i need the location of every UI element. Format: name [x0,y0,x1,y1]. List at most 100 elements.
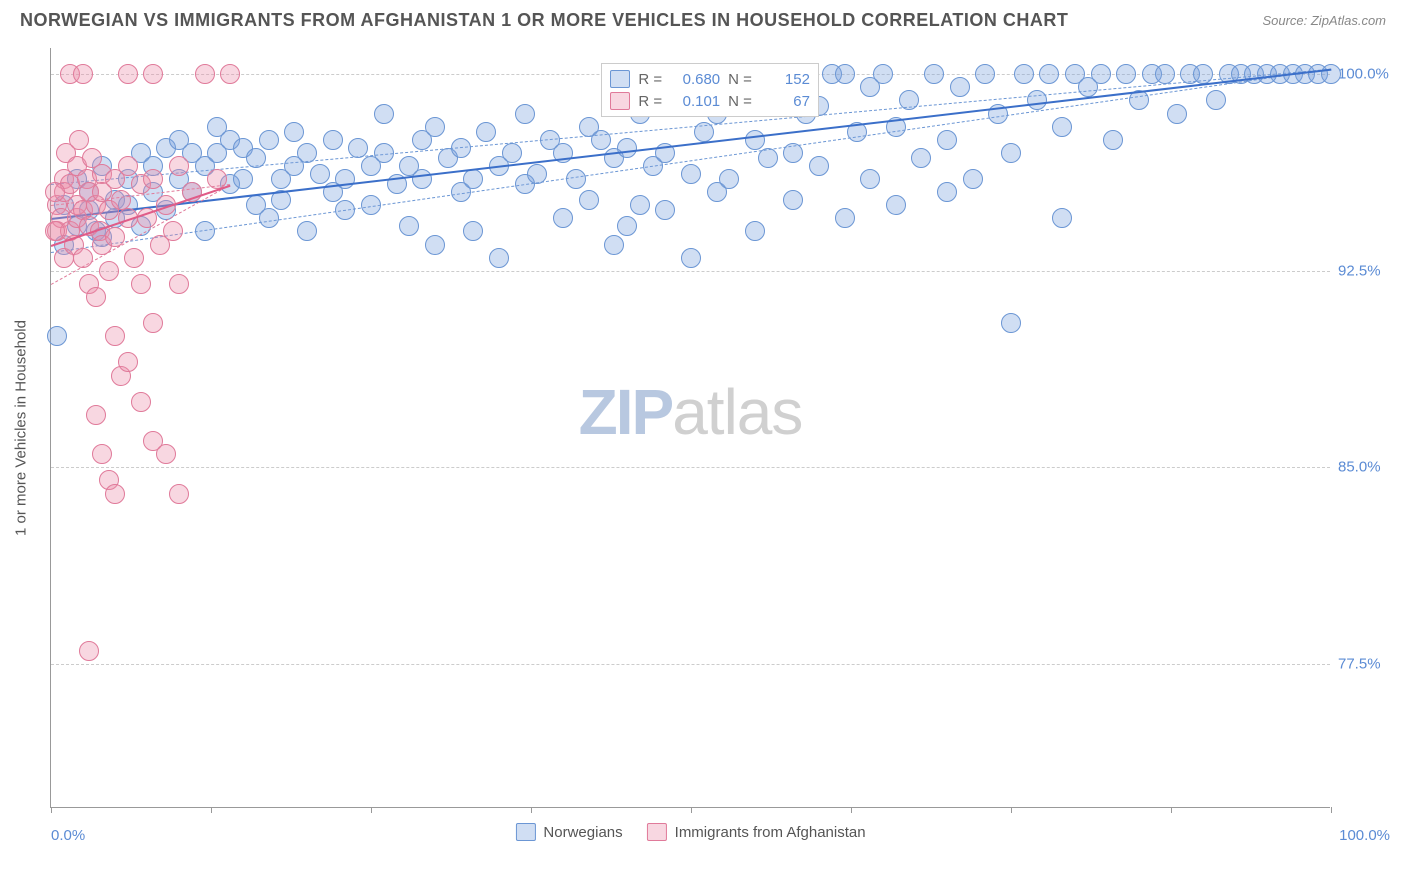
data-point [105,326,125,346]
data-point [99,261,119,281]
data-point [1027,90,1047,110]
x-tick [1171,807,1172,813]
data-point [259,208,279,228]
legend-swatch [610,70,630,88]
x-tick [371,807,372,813]
data-point [374,143,394,163]
legend-swatch [515,823,535,841]
data-point [1193,64,1213,84]
data-point [399,216,419,236]
data-point [886,195,906,215]
legend-r-value: 0.680 [670,71,720,88]
data-point [681,164,701,184]
data-point [963,169,983,189]
watermark-text: ZIPatlas [579,375,803,449]
data-point [79,641,99,661]
series-legend: Norwegians Immigrants from Afghanistan [515,823,865,841]
data-point [1167,104,1187,124]
data-point [412,169,432,189]
data-point [118,352,138,372]
data-point [323,130,343,150]
x-tick [211,807,212,813]
data-point [1001,143,1021,163]
x-tick [1011,807,1012,813]
data-point [719,169,739,189]
data-point [975,64,995,84]
data-point [655,200,675,220]
data-point [1206,90,1226,110]
x-tick [691,807,692,813]
data-point [143,169,163,189]
data-point [617,138,637,158]
data-point [835,208,855,228]
correlation-legend: R =0.680N =152R =0.101N =67 [601,63,819,117]
data-point [1103,130,1123,150]
data-point [1001,313,1021,333]
data-point [169,484,189,504]
data-point [425,117,445,137]
data-point [1014,64,1034,84]
data-point [195,64,215,84]
data-point [617,216,637,236]
data-point [69,130,89,150]
data-point [783,190,803,210]
source-attribution: Source: ZipAtlas.com [1262,13,1386,28]
data-point [579,190,599,210]
data-point [476,122,496,142]
data-point [835,64,855,84]
y-tick-label: 85.0% [1338,459,1381,476]
data-point [937,182,957,202]
data-point [489,248,509,268]
data-point [1091,64,1111,84]
legend-swatch [647,823,667,841]
legend-n-value: 67 [760,93,810,110]
x-tick [51,807,52,813]
data-point [899,90,919,110]
data-point [105,227,125,247]
data-point [143,64,163,84]
legend-r-label: R = [638,93,662,110]
data-point [47,326,67,346]
data-point [118,156,138,176]
data-point [630,195,650,215]
x-tick [851,807,852,813]
data-point [105,484,125,504]
legend-n-value: 152 [760,71,810,88]
y-tick-label: 100.0% [1338,66,1389,83]
data-point [758,148,778,168]
legend-item: Immigrants from Afghanistan [647,823,866,841]
data-point [1116,64,1136,84]
data-point [502,143,522,163]
legend-n-label: N = [728,93,752,110]
data-point [1155,64,1175,84]
legend-row: R =0.101N =67 [610,90,810,112]
data-point [124,248,144,268]
data-point [950,77,970,97]
data-point [1321,64,1341,84]
gridline-horizontal [51,467,1330,468]
data-point [297,221,317,241]
data-point [694,122,714,142]
data-point [220,64,240,84]
data-point [924,64,944,84]
data-point [284,122,304,142]
data-point [937,130,957,150]
data-point [310,164,330,184]
x-axis-min-label: 0.0% [51,827,85,844]
legend-n-label: N = [728,71,752,88]
legend-item: Norwegians [515,823,622,841]
data-point [566,169,586,189]
data-point [73,248,93,268]
data-point [745,130,765,150]
data-point [911,148,931,168]
data-point [73,64,93,84]
data-point [131,274,151,294]
data-point [111,190,131,210]
legend-row: R =0.680N =152 [610,68,810,90]
y-tick-label: 92.5% [1338,262,1381,279]
y-tick-label: 77.5% [1338,655,1381,672]
data-point [143,313,163,333]
data-point [233,169,253,189]
data-point [1039,64,1059,84]
data-point [809,156,829,176]
